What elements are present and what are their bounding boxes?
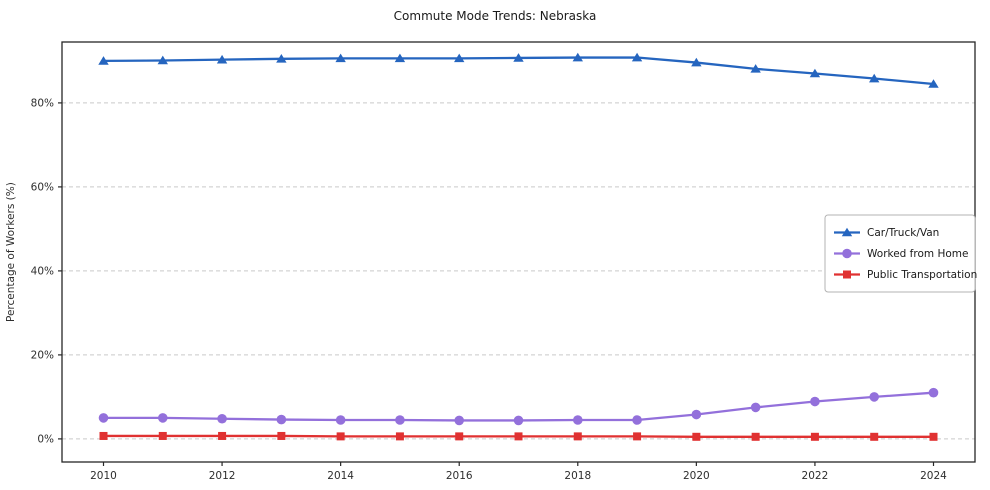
- y-tick-label: 80%: [31, 97, 54, 109]
- marker-worked-from-home: [572, 415, 583, 425]
- legend-sample-marker: [841, 227, 853, 237]
- marker-car-truck-van: [631, 52, 643, 62]
- marker-worked-from-home: [632, 415, 642, 425]
- marker-car-truck-van: [928, 79, 939, 88]
- marker-car-truck-van: [394, 53, 406, 63]
- x-tick-label: 2022: [802, 470, 829, 482]
- x-tick-label: 2024: [920, 470, 947, 482]
- marker-public-transportation: [514, 432, 523, 441]
- marker-public-transportation: [692, 432, 701, 441]
- x-tick-label: 2012: [209, 470, 236, 482]
- x-tick-label: 2010: [90, 470, 117, 482]
- legend-label: Worked from Home: [867, 248, 968, 260]
- marker-worked-from-home: [869, 392, 880, 402]
- marker-public-transportation: [633, 432, 642, 441]
- marker-worked-from-home: [217, 413, 227, 424]
- marker-car-truck-van: [454, 53, 465, 63]
- x-tick-label: 2018: [564, 470, 591, 482]
- marker-worked-from-home: [810, 396, 820, 407]
- legend-sample-marker: [842, 248, 852, 259]
- marker-public-transportation: [99, 431, 108, 440]
- marker-car-truck-van: [335, 53, 346, 63]
- marker-car-truck-van: [809, 68, 821, 78]
- x-tick-label: 2020: [683, 470, 710, 482]
- marker-car-truck-van: [513, 53, 524, 62]
- legend-sample-marker: [843, 270, 851, 279]
- marker-car-truck-van: [750, 64, 761, 73]
- marker-worked-from-home: [157, 413, 168, 423]
- legend-box: [824, 214, 976, 293]
- marker-public-transportation: [810, 432, 819, 441]
- marker-car-truck-van: [157, 55, 168, 65]
- legend: Car/Truck/Van Worked from Home Public Tran…: [824, 214, 977, 293]
- marker-car-truck-van: [98, 56, 109, 65]
- legend-label: Car/Truck/Van: [867, 227, 939, 239]
- marker-worked-from-home: [335, 415, 346, 425]
- marker-public-transportation: [751, 432, 760, 441]
- marker-public-transportation: [870, 432, 879, 441]
- marker-public-transportation: [929, 432, 938, 441]
- marker-public-transportation: [573, 432, 582, 441]
- legend-label: Public Transportation: [867, 269, 977, 281]
- y-tick-label: 60%: [31, 181, 54, 193]
- y-tick-label: 0%: [37, 433, 54, 445]
- marker-public-transportation: [218, 431, 227, 440]
- marker-worked-from-home: [928, 387, 939, 398]
- marker-public-transportation: [277, 431, 286, 440]
- marker-worked-from-home: [750, 402, 761, 413]
- marker-public-transportation: [336, 432, 345, 441]
- marker-public-transportation: [395, 432, 404, 441]
- marker-public-transportation: [158, 431, 167, 440]
- x-tick-label: 2016: [446, 470, 473, 482]
- marker-car-truck-van: [572, 52, 583, 62]
- marker-car-truck-van: [216, 54, 228, 64]
- marker-worked-from-home: [98, 413, 109, 423]
- marker-car-truck-van: [691, 57, 702, 67]
- marker-car-truck-van: [869, 73, 880, 83]
- marker-worked-from-home: [513, 415, 524, 426]
- marker-worked-from-home: [454, 415, 465, 426]
- marker-worked-from-home: [276, 414, 287, 425]
- marker-public-transportation: [455, 432, 464, 441]
- y-tick-label: 20%: [31, 349, 54, 361]
- y-tick-label: 40%: [31, 265, 54, 277]
- marker-car-truck-van: [276, 54, 287, 63]
- chart-title: Commute Mode Trends: Nebraska: [393, 9, 597, 23]
- x-tick-label: 2014: [327, 470, 354, 482]
- marker-worked-from-home: [691, 409, 702, 420]
- marker-worked-from-home: [395, 415, 405, 425]
